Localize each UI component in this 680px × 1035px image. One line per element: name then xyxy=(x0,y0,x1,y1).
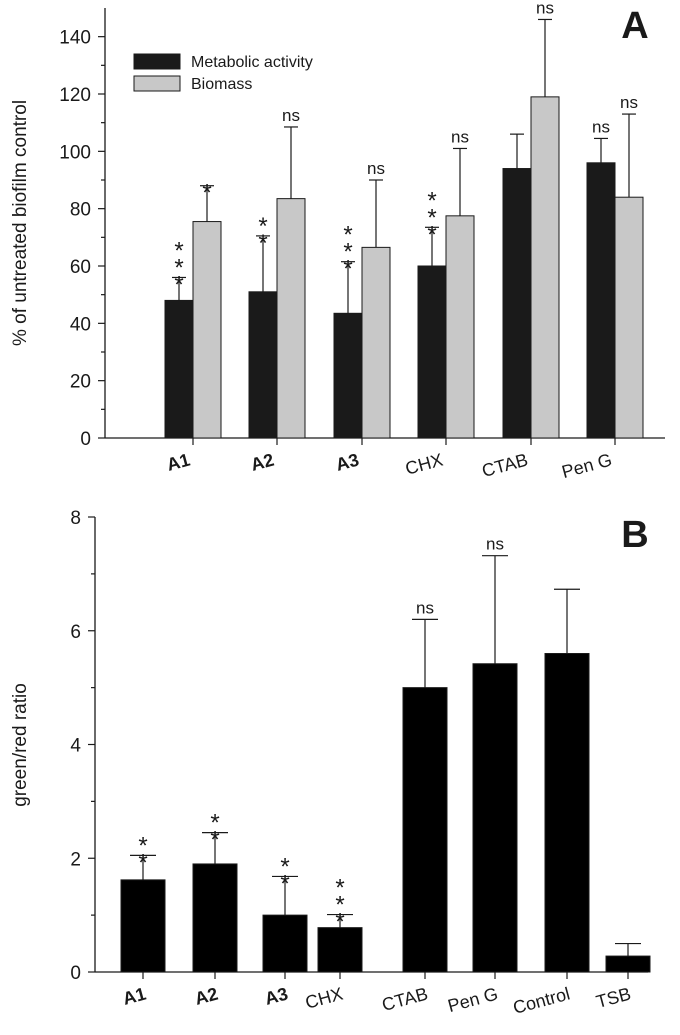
chart-a-significance: *** xyxy=(427,187,436,248)
chart-b-y-tick-label: 2 xyxy=(70,849,81,870)
chart-a-category-label: A3 xyxy=(334,450,361,475)
chart-a-significance-star: * xyxy=(343,222,352,249)
chart-b-bar xyxy=(402,687,448,973)
chart-a-legend-label: Biomass xyxy=(191,76,252,93)
chart-b-significance: ** xyxy=(210,810,219,854)
chart-a-y-tick-label: 80 xyxy=(70,200,91,221)
chart-a-y-tick-label: 40 xyxy=(70,314,91,335)
chart-a-category-label: Pen G xyxy=(560,450,614,483)
chart-b-bar xyxy=(605,955,651,973)
chart-a-y-tick-label: 60 xyxy=(70,257,91,278)
chart-a-bar-biomass xyxy=(614,196,644,439)
chart-b-category-label: A2 xyxy=(193,984,220,1009)
chart-b-significance-star: * xyxy=(138,849,147,876)
chart-a-bar-biomass xyxy=(192,221,222,439)
chart-a-significance-star: * xyxy=(202,180,211,207)
chart-a-category-label: A2 xyxy=(249,450,276,475)
chart-a-panel-letter: A xyxy=(621,5,648,47)
chart-a-bar-biomass xyxy=(276,198,306,439)
chart-a-bar-metabolic xyxy=(333,312,363,439)
chart-a-significance-star: * xyxy=(258,230,267,257)
chart-a-bar-metabolic xyxy=(417,265,447,439)
chart-a-significance-star: * xyxy=(174,271,183,298)
chart-a-significance: ns xyxy=(451,127,469,146)
chart-a-significance: ns xyxy=(282,106,300,125)
chart-a-significance: * xyxy=(202,180,211,207)
chart-b-significance: ** xyxy=(280,853,289,897)
chart-a-y-tick-label: 20 xyxy=(70,372,91,393)
chart-a-legend: Metabolic activity Biomass xyxy=(133,53,313,93)
chart-a-y-tick-label: 140 xyxy=(59,28,91,49)
chart-b-significance: ns xyxy=(416,598,434,617)
chart-a-significance: ns xyxy=(367,159,385,178)
chart-b-bar xyxy=(544,653,590,973)
chart-b-y-axis-label: green/red ratio xyxy=(10,683,31,807)
chart-a-y-tick-label: 0 xyxy=(80,429,91,450)
chart-a-category-label: A1 xyxy=(165,450,192,475)
chart-b-bar xyxy=(472,663,518,973)
chart-a-significance: ns xyxy=(620,93,638,112)
chart-a: 0 20 40 60 80 100 120 140 % of untreated biofilm… xyxy=(10,0,665,482)
chart-b-y-tick-label: 8 xyxy=(70,508,81,529)
chart-a-bar-metabolic xyxy=(586,162,616,439)
chart-b-significance-star: * xyxy=(210,810,219,837)
chart-b-panel-letter: B xyxy=(621,514,648,556)
chart-b-category-label: Pen G xyxy=(446,984,500,1017)
chart-a-significance-star: * xyxy=(427,221,436,248)
chart-a-y-tick-label: 100 xyxy=(59,142,91,163)
chart-b-bar xyxy=(262,914,308,973)
chart-a-significance-star: * xyxy=(427,187,436,214)
chart-b-significance: ns xyxy=(486,535,504,554)
chart-a-significance: ns xyxy=(592,117,610,136)
chart-b-category-label: TSB xyxy=(594,984,633,1012)
chart-b-significance-star: * xyxy=(335,875,344,902)
chart-a-significance-star: * xyxy=(258,213,267,240)
chart-a-significance: ** xyxy=(258,213,267,257)
chart-a-significance-star: * xyxy=(174,237,183,264)
chart-b-category-label: A1 xyxy=(121,984,148,1009)
chart-a-bar-metabolic xyxy=(248,291,278,439)
chart-b-category-label: Control xyxy=(511,984,572,1018)
chart-b-bar xyxy=(120,879,166,973)
chart-b-category-label: CTAB xyxy=(380,984,430,1015)
chart-a-category-label: CHX xyxy=(403,450,445,479)
chart-a-significance: ns xyxy=(536,0,554,17)
chart-a-legend-swatch xyxy=(133,53,181,70)
chart-a-significance-star: * xyxy=(343,239,352,266)
chart-a-bar-metabolic xyxy=(164,299,194,439)
chart-b-significance-star: * xyxy=(335,892,344,919)
chart-a-significance: *** xyxy=(343,222,352,283)
chart-a-legend-label: Metabolic activity xyxy=(191,54,313,71)
chart-a-y-tick-label: 120 xyxy=(59,85,91,106)
chart-b-category-label: CHX xyxy=(303,984,345,1013)
chart-b-significance: ** xyxy=(138,832,147,876)
chart-a-bar-biomass xyxy=(361,246,391,439)
chart-a-significance-star: * xyxy=(427,204,436,231)
chart-a-significance-star: * xyxy=(343,256,352,283)
chart-b-significance-star: * xyxy=(280,853,289,880)
chart-b-significance-star: * xyxy=(280,870,289,897)
chart-b-significance-star: * xyxy=(138,832,147,859)
chart-a-bar-biomass xyxy=(445,215,475,439)
chart-b-y-tick-label: 4 xyxy=(70,736,81,757)
chart-a-significance: *** xyxy=(174,237,183,298)
chart-a-category-label: CTAB xyxy=(480,450,530,481)
chart-a-bar-metabolic xyxy=(502,168,532,439)
chart-a-bar-biomass xyxy=(530,96,560,439)
chart-a-y-axis-label: % of untreated biofilm control xyxy=(10,100,31,346)
chart-b-significance-star: * xyxy=(335,909,344,936)
chart-b-y-tick-label: 0 xyxy=(70,963,81,984)
chart-b-bar xyxy=(192,863,238,973)
chart-b-significance: *** xyxy=(335,875,344,936)
chart-a-significance-star: * xyxy=(174,254,183,281)
chart-b-y-tick-label: 6 xyxy=(70,622,81,643)
chart-b-category-label: A3 xyxy=(263,984,290,1009)
chart-a-legend-swatch xyxy=(133,75,181,92)
chart-b-significance-star: * xyxy=(210,827,219,854)
